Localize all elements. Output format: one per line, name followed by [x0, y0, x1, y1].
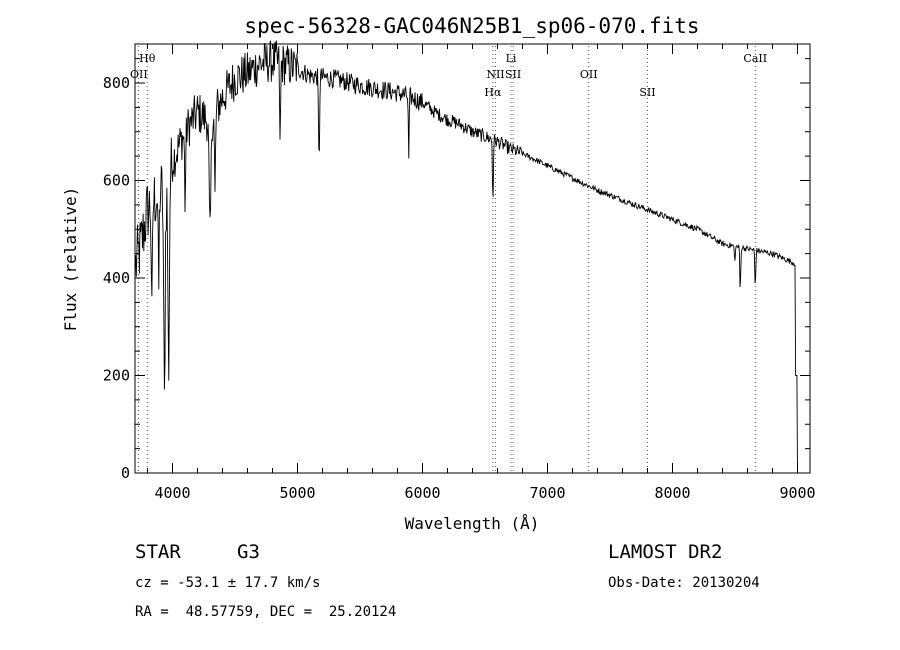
axis-ticks: 4000 5000 6000 7000 8000 9000 0 200 400 600 800 [103, 44, 816, 502]
spectral-line-label: SII [505, 68, 521, 81]
spectral-line-label: Li [506, 52, 517, 65]
plot-frame [134, 43, 811, 474]
x-axis-label: Wavelength (Å) [405, 514, 540, 533]
x-tick-label: 8000 [654, 484, 690, 502]
survey-name: LAMOST DR2 [608, 541, 723, 563]
y-tick-label: 0 [121, 464, 130, 482]
x-tick-label: 5000 [279, 484, 315, 502]
x-tick-label: 4000 [154, 484, 190, 502]
spectrum-series-line [135, 40, 798, 474]
y-tick-label: 400 [103, 269, 130, 287]
y-tick-label: 200 [103, 367, 130, 385]
spectral-line-label: SII [639, 86, 655, 99]
y-tick-label: 600 [103, 172, 130, 190]
chart-title: spec-56328-GAC046N25B1_sp06-070.fits [244, 14, 699, 38]
spectral-line-label: OII [130, 68, 148, 81]
x-tick-label: 7000 [529, 484, 565, 502]
x-tick-label: 9000 [779, 484, 815, 502]
sky-coordinates: RA = 48.57759, DEC = 25.20124 [135, 604, 397, 620]
y-axis-label: Flux (relative) [61, 187, 80, 332]
spectral-line-label: Hθ [139, 52, 156, 65]
spectral-line-label: CaII [743, 52, 767, 65]
spectral-line-label: NII [486, 68, 504, 81]
x-tick-label: 6000 [404, 484, 440, 502]
observation-date: Obs-Date: 20130204 [608, 575, 760, 591]
redshift-velocity: cz = -53.1 ± 17.7 km/s [135, 575, 321, 591]
y-tick-label: 800 [103, 74, 130, 92]
object-type: STAR [135, 541, 181, 563]
spectral-subclass: G3 [237, 541, 260, 563]
spectral-line-label: Hα [484, 86, 502, 99]
spectral-line-label: OII [580, 68, 598, 81]
